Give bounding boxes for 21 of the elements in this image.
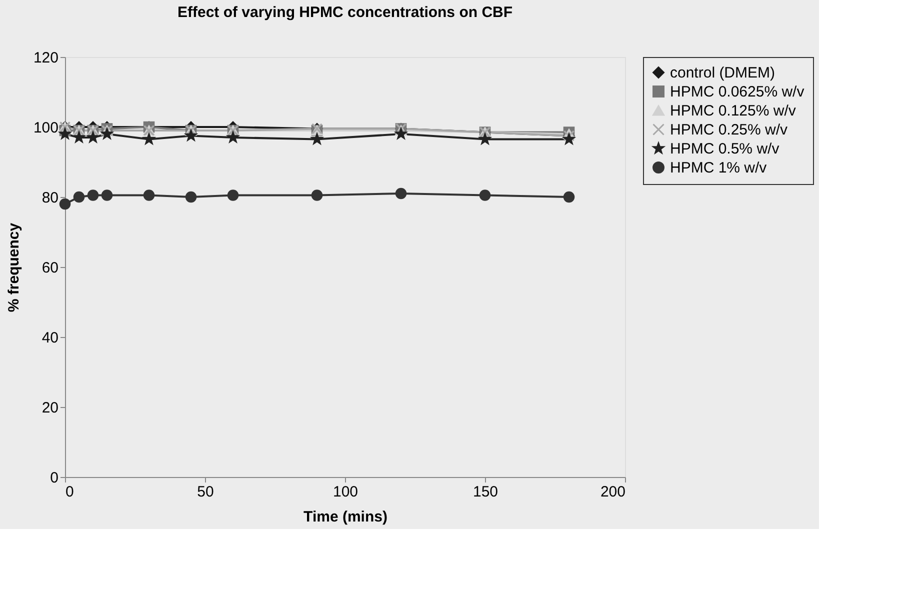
y-tick-label: 40 [42, 330, 58, 346]
x-tick-label: 200 [600, 484, 626, 500]
chart-title: Effect of varying HPMC concentrations on CBF [177, 4, 513, 21]
y-tick-label: 20 [42, 400, 58, 416]
y-tick-label: 0 [50, 470, 58, 486]
y-tick-label: 120 [33, 50, 58, 66]
x-axis-title: Time (mins) [304, 508, 388, 526]
legend-label: HPMC 0.125% w/v [670, 102, 796, 120]
legend-label: HPMC 0.25% w/v [670, 122, 788, 138]
legend-label: HPMC 1% w/v [670, 160, 768, 176]
y-tick-label: 80 [42, 190, 58, 206]
x-tick-label: 0 [66, 484, 74, 500]
y-axis-title: % frequency [5, 222, 22, 312]
y-tick-label: 60 [42, 260, 58, 276]
x-tick-label: 100 [332, 484, 358, 500]
legend-label: HPMC 0.5% w/v [670, 140, 780, 158]
y-tick-label: 100 [33, 120, 58, 136]
x-tick-label: 50 [197, 484, 214, 500]
x-tick-label: 150 [472, 484, 498, 500]
legend-label: HPMC 0.0625% w/v [670, 84, 805, 100]
legend-label: control (DMEM) [670, 64, 776, 82]
